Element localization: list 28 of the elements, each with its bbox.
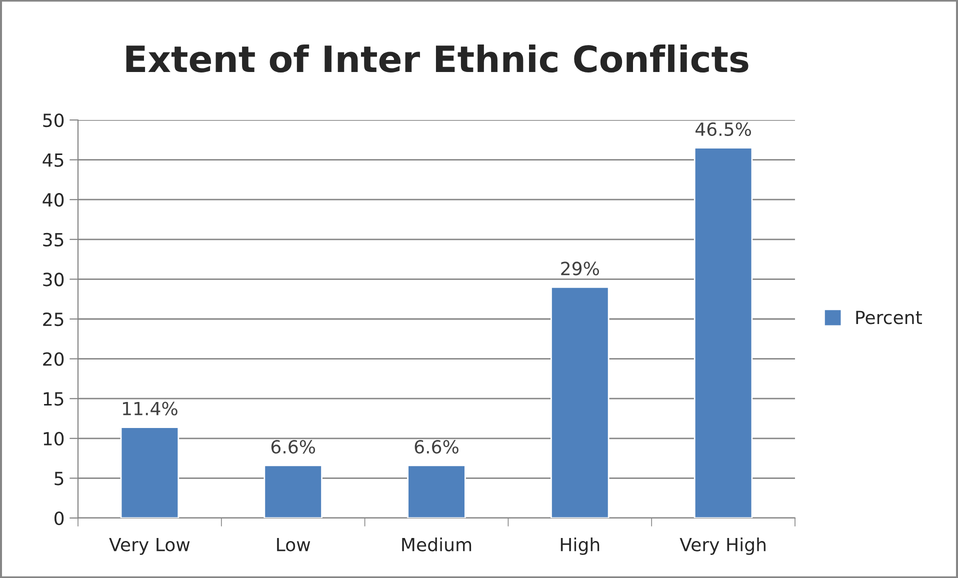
bar — [550, 286, 610, 518]
bar — [120, 426, 180, 518]
data-label: 6.6% — [271, 440, 316, 454]
y-tick-label: 45 — [42, 153, 64, 167]
y-tick-label: 35 — [43, 232, 64, 247]
data-label: 11.4% — [123, 402, 178, 416]
x-tick-label: Low — [277, 538, 310, 552]
y-tick-label: 25 — [43, 312, 64, 326]
bar — [407, 464, 466, 518]
y-tick-label: 5 — [54, 472, 64, 486]
y-tick-label: 20 — [43, 352, 64, 366]
x-tick-label: High — [560, 537, 600, 555]
bar — [694, 147, 753, 518]
y-tick-label: 50 — [43, 113, 64, 128]
data-label: 46.5% — [696, 122, 751, 136]
y-tick-label: 30 — [43, 272, 64, 286]
legend-label: Percent — [856, 310, 922, 324]
y-tick-label: 15 — [44, 392, 64, 406]
x-tick-label: Very High — [680, 537, 766, 555]
chart-title: Extent of Inter Ethnic Conflicts — [126, 44, 748, 72]
y-tick-label: 40 — [42, 193, 64, 207]
y-tick-label: 0 — [54, 511, 64, 526]
x-tick-label: Very Low — [109, 538, 190, 555]
data-label: 29% — [561, 262, 599, 276]
y-tick-label: 10 — [44, 432, 64, 446]
data-label: 6.6% — [414, 440, 458, 454]
bar — [264, 464, 322, 518]
x-tick-label: Medium — [402, 537, 472, 552]
